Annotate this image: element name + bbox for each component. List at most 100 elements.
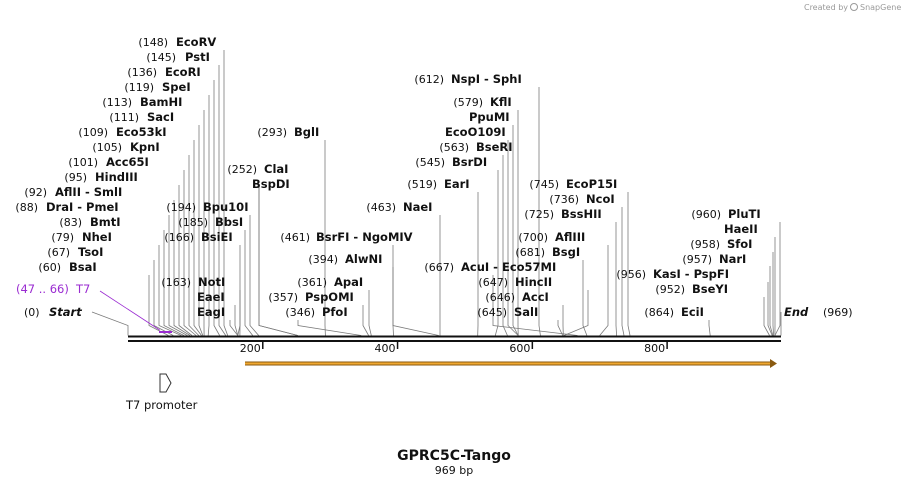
site-position: (463) [366,201,396,214]
site-name: BssHII [561,207,602,221]
site-name: NheI [82,230,112,244]
site-tsoi[interactable]: (67) TsoI [47,245,103,259]
site-name: KasI - PspFI [653,267,729,281]
leader-pspomi [362,305,369,336]
site-name: AcuI - Eco57MI [461,260,556,274]
site-ncoi[interactable]: (736) NcoI [549,192,614,206]
site-hindiii[interactable]: (95) HindIII [64,170,137,184]
site-bgli[interactable]: (293) BglI [257,125,319,139]
site-nari[interactable]: (957) NarI [682,252,746,266]
site-apai[interactable]: (361) ApaI [297,275,363,289]
site-position: (293) [257,126,287,139]
leader-acui-eco57mi [492,275,578,336]
site-name: EagI [197,305,225,319]
primer-t7[interactable]: (47 .. 66) T7 [16,282,172,333]
site-name: AflIII [555,230,585,244]
site-ecorv[interactable]: (148) EcoRV [138,35,216,49]
site-position: (88) [15,201,38,214]
site-kasi-pspfi[interactable]: (956) KasI - PspFI [616,267,729,281]
site-name: Eco53kI [116,125,167,139]
site-position: (681) [515,246,545,259]
site-position: (145) [146,51,176,64]
site-eari[interactable]: (519) EarI [407,177,469,191]
site-eaei[interactable]: EaeI [197,290,225,304]
site-acci[interactable]: (646) AccI [485,290,548,304]
site-pspomi[interactable]: (357) PspOMI [268,290,353,304]
site-nspi-sphi[interactable]: (612) NspI - SphI [414,72,521,86]
site-nhei[interactable]: (79) NheI [51,230,111,244]
site-position: (113) [102,96,132,109]
end-pos: (969) [823,306,853,319]
site-eco53ki[interactable]: (109) Eco53kI [78,125,166,139]
site-alwni[interactable]: (394) AlwNI [308,252,382,266]
site-name: Bpu10I [203,200,248,214]
site-name: Acc65I [106,155,149,169]
site-name: BsrDI [452,155,487,169]
site-naei[interactable]: (463) NaeI [366,200,432,214]
site-bmti[interactable]: (83) BmtI [59,215,120,229]
leader-bbsi [244,230,254,336]
site-noti[interactable]: (163) NotI [161,275,225,289]
leader-eaei [234,305,239,336]
site-bamhi[interactable]: (113) BamHI [102,95,182,109]
site-position: (111) [109,111,139,124]
site-bsiei[interactable]: (166) BsiEI [164,230,232,244]
tick-label-800: 800 [644,342,665,355]
leader-ecii [708,320,711,336]
leader-aflii-smli [173,200,191,336]
site-ecii[interactable]: (864) EciI [644,305,704,319]
site-afliii[interactable]: (700) AflIII [518,230,585,244]
site-aflii-smli[interactable]: (92) AflII - SmlI [24,185,122,199]
site-name: BseYI [692,282,728,296]
site-bseri[interactable]: (563) BseRI [439,140,512,154]
leader-acc65i [183,170,197,336]
site-bsgi[interactable]: (681) BsgI [515,245,580,259]
site-hincii[interactable]: (647) HincII [478,275,552,289]
site-bbsi[interactable]: (185) BbsI [178,215,243,229]
primer-range: (47 .. 66) [16,282,69,296]
site-sfoi[interactable]: (958) SfoI [690,237,752,251]
leader-primer [99,290,160,331]
site-kpni[interactable]: (105) KpnI [92,140,159,154]
axis-ticks: 200 400 600 800 [240,341,668,355]
site-name: SalI [514,305,538,319]
site-bsai[interactable]: (60) BsaI [38,260,96,274]
site-bsrdi[interactable]: (545) BsrDI [415,155,487,169]
site-sali[interactable]: (645) SalI [477,305,538,319]
site-ecori[interactable]: (136) EcoRI [127,65,200,79]
site-kfli[interactable]: (579) KflI [453,95,511,109]
site-pluti[interactable]: (960) PluTI [691,207,760,221]
site-psti[interactable]: (145) PstI [146,50,209,64]
site-bsrfi-ngomiv[interactable]: (461) BsrFI - NgoMIV [280,230,412,244]
site-bseyi[interactable]: (952) BseYI [655,282,728,296]
leader-bpu10i [249,215,260,336]
site-drai-pmei[interactable]: (88) DraI - PmeI [15,200,118,214]
feature-t7-promoter[interactable]: T7 promoter [125,373,198,412]
start-pos: (0) [24,306,40,319]
site-bsshii[interactable]: (725) BssHII [524,207,601,221]
site-bpu10i[interactable]: (194) Bpu10I [166,200,248,214]
site-name: NotI [198,275,225,289]
leader-ecop15i [627,192,631,336]
orf-arrow[interactable] [245,359,777,368]
site-labels: (148) EcoRV(145) PstI(136) EcoRI(119) SpeI(1… [15,35,760,319]
site-acui-eco57mi[interactable]: (667) AcuI - Eco57MI [424,260,556,274]
site-bspdi[interactable]: BspDI [252,177,290,191]
leader-sali [557,320,564,336]
site-ppumi[interactable]: PpuMI [469,110,510,124]
site-acc65i[interactable]: (101) Acc65I [68,155,148,169]
site-position: (864) [644,306,674,319]
site-eagi[interactable]: EagI [197,305,225,319]
site-name: BsgI [552,245,580,259]
site-spei[interactable]: (119) SpeI [124,80,190,94]
leader-pfoi [297,320,362,336]
site-pfoi[interactable]: (346) PfoI [285,305,347,319]
site-saci[interactable]: (111) SacI [109,110,174,124]
site-clai[interactable]: (252) ClaI [227,162,288,176]
leader-bmti [163,230,185,336]
site-ecoo109i[interactable]: EcoO109I [445,125,506,139]
site-position: (109) [78,126,108,139]
site-haeii[interactable]: HaeII [724,222,758,236]
site-ecop15i[interactable]: (745) EcoP15I [529,177,617,191]
